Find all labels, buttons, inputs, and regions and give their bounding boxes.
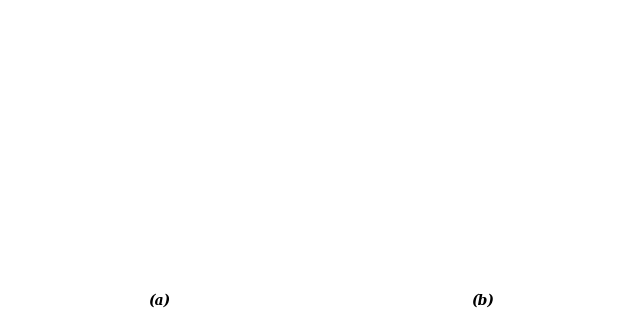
Text: (a): (a): [149, 294, 171, 308]
Text: (b): (b): [471, 294, 494, 308]
